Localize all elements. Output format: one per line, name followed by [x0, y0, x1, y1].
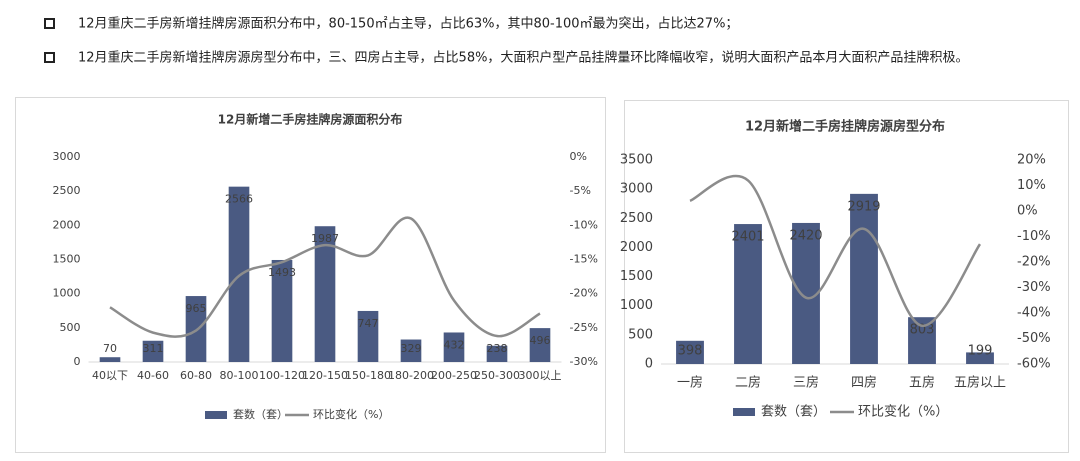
y-tick-label: 1500	[53, 253, 81, 266]
x-tick-label: 40-60	[137, 369, 169, 382]
chart-title: 12月新增二手房挂牌房源房型分布	[745, 119, 945, 135]
y2-tick-label: -40%	[1017, 306, 1051, 321]
bar	[142, 340, 164, 362]
y-tick-label: 3000	[620, 182, 653, 197]
x-tick-label: 180-200	[388, 369, 434, 382]
data-label: 747	[358, 317, 379, 330]
y-tick-label: 500	[60, 321, 81, 334]
bar	[99, 357, 121, 362]
bullet-text: 12月重庆二手房新增挂牌房源房型分布中，三、四房占主导，占比58%，大面积户型产…	[78, 50, 968, 66]
x-tick-label: 150-180	[345, 369, 391, 382]
bar	[792, 222, 820, 364]
bar	[400, 339, 422, 362]
data-label: 432	[444, 338, 465, 351]
data-label: 2919	[847, 199, 880, 214]
data-label: 238	[487, 342, 508, 355]
y-tick-label: 2000	[53, 218, 81, 231]
x-tick-label: 300以上	[519, 369, 562, 382]
legend-swatch	[733, 408, 755, 416]
x-tick-label: 一房	[677, 375, 703, 391]
data-label: 1987	[311, 232, 339, 245]
x-tick-label: 四房	[851, 375, 877, 391]
x-tick-label: 二房	[735, 375, 761, 391]
bar	[443, 332, 465, 362]
bar	[734, 224, 762, 364]
bar	[850, 193, 878, 364]
y2-tick-label: -30%	[1017, 280, 1051, 295]
y2-tick-label: -30%	[570, 355, 598, 368]
line-series	[109, 216, 541, 338]
data-label: 329	[401, 342, 422, 355]
y2-tick-label: -5%	[570, 184, 591, 197]
data-label: 1493	[268, 266, 296, 279]
bullet-marker	[44, 18, 55, 29]
y-tick-label: 2500	[620, 211, 653, 226]
data-label: 496	[530, 334, 551, 347]
chart-panel	[15, 97, 606, 453]
y2-tick-label: -25%	[570, 321, 598, 334]
y-tick-label: 1000	[53, 287, 81, 300]
legend-label: 环比变化（%）	[858, 404, 948, 420]
y2-tick-label: 0%	[1017, 204, 1038, 219]
data-label: 2420	[789, 228, 822, 243]
data-label: 2566	[225, 193, 253, 206]
x-tick-label: 五房	[909, 375, 935, 391]
y2-tick-label: -60%	[1017, 357, 1051, 372]
y2-tick-label: 20%	[1017, 153, 1046, 168]
bar	[966, 352, 994, 364]
x-tick-label: 250-300	[474, 369, 520, 382]
x-tick-label: 100-120	[259, 369, 305, 382]
y-tick-label: 0	[74, 355, 81, 368]
y-tick-label: 2500	[53, 184, 81, 197]
y2-tick-label: -10%	[570, 218, 598, 231]
data-label: 311	[143, 342, 164, 355]
y2-tick-label: 10%	[1017, 178, 1046, 193]
x-tick-label: 60-80	[180, 369, 212, 382]
x-tick-label: 120-150	[302, 369, 348, 382]
bar	[271, 259, 293, 362]
bar	[357, 310, 379, 362]
data-label: 398	[678, 344, 703, 359]
bullet-marker	[44, 52, 55, 63]
y-tick-label: 0	[645, 357, 653, 372]
data-label: 803	[910, 323, 935, 338]
y-tick-label: 500	[628, 327, 653, 342]
legend-label: 套数（套）	[233, 408, 288, 421]
bar	[676, 340, 704, 364]
y-tick-label: 1500	[620, 269, 653, 284]
x-tick-label: 80-100	[220, 369, 259, 382]
y2-tick-label: -20%	[570, 287, 598, 300]
legend-label: 套数（套）	[761, 404, 826, 420]
bar	[185, 296, 207, 362]
y-tick-label: 3000	[53, 150, 81, 163]
data-label: 965	[186, 302, 207, 315]
y-tick-label: 2000	[620, 240, 653, 255]
y-tick-label: 1000	[620, 298, 653, 313]
chart-title: 12月新增二手房挂牌房源面积分布	[218, 112, 403, 127]
chart-panel	[624, 100, 1069, 453]
bar	[314, 226, 336, 362]
data-label: 2401	[731, 230, 764, 245]
x-tick-label: 200-250	[431, 369, 477, 382]
y-tick-label: 3500	[620, 153, 653, 168]
bar	[486, 345, 508, 362]
y2-tick-label: -50%	[1017, 331, 1051, 346]
y2-tick-label: 0%	[570, 150, 587, 163]
y2-tick-label: -10%	[1017, 229, 1051, 244]
x-tick-label: 三房	[793, 375, 819, 391]
bullet-text: 12月重庆二手房新增挂牌房源面积分布中，80-150㎡占主导，占比63%，其中8…	[78, 16, 738, 32]
data-label: 70	[103, 342, 117, 355]
y2-tick-label: -20%	[1017, 255, 1051, 270]
bar	[529, 328, 551, 362]
legend-label: 环比变化（%）	[313, 407, 389, 421]
line-series	[689, 174, 982, 327]
x-tick-label: 五房以上	[954, 375, 1006, 391]
x-tick-label: 40以下	[92, 369, 128, 382]
data-label: 199	[968, 344, 993, 359]
y2-tick-label: -15%	[570, 253, 598, 266]
legend-swatch	[205, 411, 227, 419]
